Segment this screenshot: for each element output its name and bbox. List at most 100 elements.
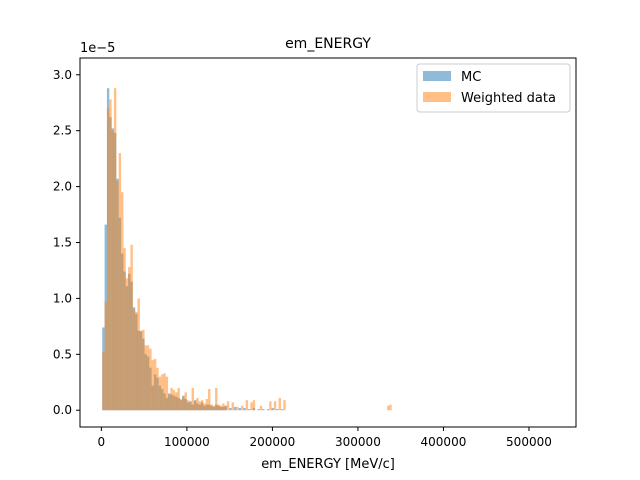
legend-label-weighted-data: Weighted data <box>461 91 556 106</box>
x-axis-label: em_ENERGY [MeV/c] <box>261 457 395 472</box>
histogram-bar <box>170 387 173 411</box>
histogram-bar <box>142 329 145 411</box>
histogram-bar <box>130 244 133 411</box>
histogram-bar <box>113 88 117 411</box>
histogram-bar <box>184 392 187 411</box>
histogram-bar <box>215 387 218 411</box>
histogram-bar <box>276 409 279 411</box>
histogram-bar <box>238 407 241 411</box>
histogram-bar <box>193 401 197 411</box>
legend-swatch-weighted-data <box>423 92 451 102</box>
histogram-bar <box>240 405 244 411</box>
histogram-bar <box>158 376 162 411</box>
histogram-bar <box>217 404 220 411</box>
histogram-bar <box>175 392 178 411</box>
histogram-bar <box>121 192 124 411</box>
histogram-bar <box>231 402 234 411</box>
histogram-bar <box>198 401 202 411</box>
histogram-bar <box>266 409 270 411</box>
plot-area <box>102 88 392 411</box>
histogram-bar <box>257 409 260 411</box>
histogram-bar <box>135 311 138 411</box>
histogram-bar <box>151 359 154 411</box>
histogram-bar <box>106 108 110 411</box>
histogram-bar <box>172 390 176 411</box>
histogram-bar <box>269 401 272 411</box>
histogram-bar <box>387 405 390 411</box>
y-tick-label: 0.0 <box>53 403 72 417</box>
histogram-bar <box>165 376 169 411</box>
histogram-bar <box>210 404 213 411</box>
histogram-bar <box>233 406 237 411</box>
legend: MC Weighted data <box>416 63 571 113</box>
y-tick-label: 2.0 <box>53 180 72 194</box>
histogram-bar <box>262 409 265 411</box>
x-tick-label: 200000 <box>250 435 296 449</box>
histogram-bar <box>144 345 147 411</box>
histogram-bar <box>389 404 392 411</box>
histogram-bar <box>224 405 227 411</box>
y-tick-label: 1.5 <box>53 236 72 250</box>
histogram-bar <box>280 409 284 411</box>
histogram-bar <box>186 400 190 411</box>
histogram-bar <box>161 374 164 411</box>
y-axis-ticks: 0.0 0.5 1.0 1.5 2.0 2.5 3.0 <box>53 68 80 417</box>
histogram-bar <box>273 401 277 411</box>
histogram-bar <box>236 406 239 411</box>
histogram-bar <box>109 99 112 411</box>
histogram-bars <box>102 88 392 411</box>
y-tick-label: 3.0 <box>53 68 72 82</box>
histogram-bar <box>149 348 152 411</box>
histogram-bar <box>182 396 185 411</box>
histogram-bar <box>118 153 122 411</box>
x-tick-label: 400000 <box>421 435 467 449</box>
histogram-bar <box>163 373 166 411</box>
histogram-bar <box>132 309 136 411</box>
chart-title: em_ENERGY <box>285 36 371 52</box>
histogram-bar <box>205 399 209 411</box>
histogram-bar <box>123 248 126 411</box>
x-tick-label: 300000 <box>335 435 381 449</box>
y-tick-label: 2.5 <box>53 124 72 138</box>
x-axis-ticks: 0 100000 200000 300000 400000 500000 <box>98 427 552 449</box>
histogram-bar <box>191 387 194 411</box>
x-tick-label: 0 <box>98 435 106 449</box>
x-tick-label: 100000 <box>164 435 210 449</box>
histogram-bar <box>248 409 251 411</box>
histogram-bar <box>156 367 159 411</box>
histogram-bar <box>146 345 150 411</box>
legend-box <box>416 63 571 113</box>
histogram-bar <box>153 358 157 411</box>
histogram-bar <box>179 399 183 411</box>
histogram-bar <box>203 403 206 411</box>
y-tick-label: 1.0 <box>53 291 72 305</box>
histogram-bar <box>177 387 180 411</box>
histogram-bar <box>219 405 223 411</box>
histogram-bar <box>208 388 211 411</box>
histogram-bar <box>196 397 199 411</box>
histogram-bar <box>125 278 129 411</box>
histogram-bar <box>168 394 171 411</box>
histogram-bar <box>189 402 192 411</box>
histogram-bar <box>271 407 274 411</box>
histogram-bar <box>283 400 286 411</box>
series-weighted-data <box>102 88 392 411</box>
histogram-bar <box>245 400 249 411</box>
histogram-bar <box>229 407 232 411</box>
histogram-bar <box>128 267 131 411</box>
y-tick-label: 0.5 <box>53 347 72 361</box>
legend-label-mc: MC <box>461 70 481 85</box>
y-scale-offset-label: 1e−5 <box>80 41 115 56</box>
histogram-bar <box>111 130 114 411</box>
histogram-bar <box>243 407 246 411</box>
histogram-bar <box>139 331 143 411</box>
histogram-bar <box>222 403 225 411</box>
histogram-bar <box>104 301 107 411</box>
x-tick-label: 500000 <box>506 435 552 449</box>
histogram-bar <box>201 400 204 411</box>
histogram-bar <box>278 397 281 411</box>
histogram-bar <box>226 401 230 411</box>
histogram-bar <box>250 402 253 411</box>
histogram-bar <box>102 352 105 411</box>
